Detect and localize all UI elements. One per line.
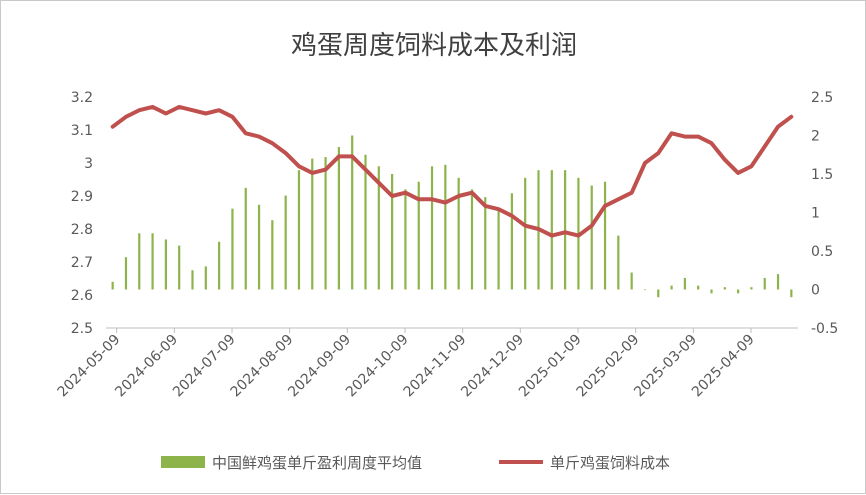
line-series	[110, 104, 794, 238]
profit-bar	[138, 233, 141, 290]
profit-bar	[337, 147, 340, 290]
profit-bar	[590, 185, 593, 290]
profit-bar	[670, 285, 673, 290]
legend-line-label: 单斤鸡蛋饲料成本	[550, 454, 670, 472]
legend: 中国鲜鸡蛋单斤盈利周度平均值 单斤鸡蛋饲料成本	[161, 454, 670, 472]
axes: 2.5 2.6 2.7 2.8 2.9 3 3.1 3.2 -0.5 0 0.5 1 1.5 2 2.5 20…	[55, 90, 839, 400]
profit-bar	[124, 257, 128, 290]
profit-bar	[603, 181, 607, 290]
left-axis-tick-label: 2.8	[71, 222, 93, 238]
legend-bar-label: 中国鲜鸡蛋单斤盈利周度平均值	[212, 454, 422, 472]
profit-bar	[257, 204, 261, 290]
profit-bar	[723, 287, 726, 290]
bar-series	[111, 135, 793, 298]
profit-bar	[417, 181, 420, 290]
profit-bar	[111, 281, 114, 290]
profit-bar	[164, 239, 167, 290]
profit-bar	[697, 285, 700, 290]
profit-bar	[218, 241, 221, 290]
profit-bar	[178, 245, 181, 290]
left-axis-tick-label: 3.2	[71, 90, 93, 106]
profit-bar	[351, 135, 354, 290]
profit-bar	[271, 220, 274, 290]
right-axis-tick-label: -0.5	[811, 321, 838, 337]
right-axis-tick-label: 0	[811, 283, 820, 299]
profit-bar	[284, 195, 287, 290]
profit-bar	[404, 189, 407, 290]
legend-bar-swatch	[161, 456, 205, 468]
profit-bar	[244, 187, 247, 290]
profit-bar	[683, 277, 686, 290]
profit-bar	[737, 289, 740, 294]
feed-cost-line	[110, 104, 794, 238]
right-axis-tick-label: 1.5	[811, 167, 833, 183]
profit-bar	[324, 157, 327, 290]
profit-bar	[564, 170, 567, 290]
profit-bar	[630, 272, 633, 290]
profit-bar	[657, 289, 660, 298]
profit-bar	[297, 170, 301, 290]
profit-bar	[377, 166, 380, 290]
profit-bar	[151, 233, 154, 290]
chart-title: 鸡蛋周度饲料成本及利润	[291, 31, 577, 61]
left-axis-tick-label: 3.1	[71, 123, 93, 139]
left-axis-tick-label: 2.9	[71, 189, 93, 205]
left-axis-tick-label: 2.6	[71, 288, 93, 304]
profit-bar	[524, 177, 527, 290]
profit-bar	[470, 189, 474, 290]
left-axis-tick-label: 2.5	[71, 321, 93, 337]
left-axis-tick-label: 2.7	[71, 255, 93, 271]
profit-bar	[550, 170, 553, 290]
profit-bar	[191, 270, 194, 290]
profit-bar	[430, 166, 434, 290]
profit-bar	[710, 289, 713, 294]
right-axis-tick-label: 1	[811, 206, 820, 222]
profit-bar	[364, 154, 367, 290]
x-axis-tick-label: 2025-04-09	[689, 332, 758, 401]
profit-bar	[204, 266, 207, 290]
right-axis-tick-label: 2.5	[811, 90, 833, 106]
profit-bar	[457, 177, 460, 290]
profit-bar	[763, 277, 766, 290]
right-axis-tick-label: 0.5	[811, 244, 833, 260]
profit-bar	[617, 235, 620, 290]
right-axis-tick-label: 2	[811, 129, 820, 145]
profit-bar	[776, 274, 780, 290]
profit-bar	[510, 193, 513, 290]
profit-bar	[444, 164, 447, 290]
profit-bar	[643, 289, 647, 291]
profit-bar	[497, 208, 500, 290]
profit-bar	[311, 158, 314, 290]
profit-bar	[790, 289, 793, 298]
left-axis-tick-label: 3	[84, 156, 93, 172]
profit-bar	[750, 287, 753, 290]
profit-bar	[484, 197, 487, 290]
profit-bar	[391, 174, 394, 290]
profit-bar	[231, 208, 234, 290]
